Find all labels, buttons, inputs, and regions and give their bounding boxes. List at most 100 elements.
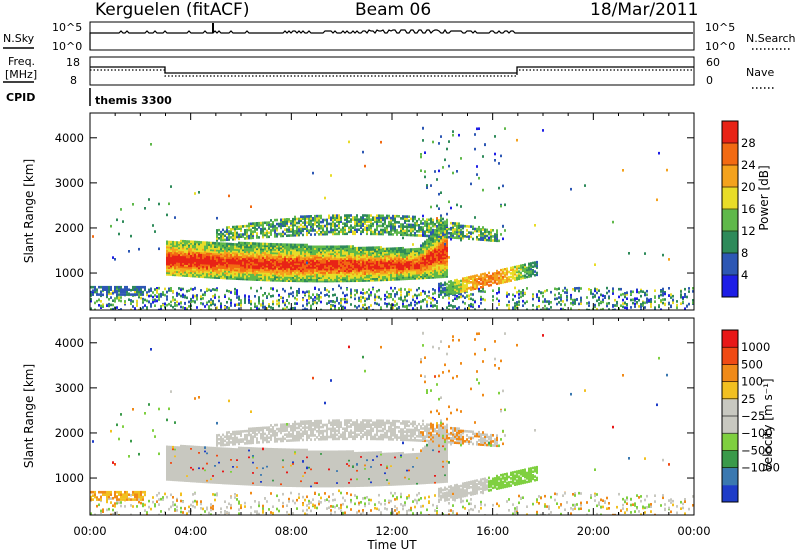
power-cell: [242, 277, 244, 281]
power-cell: [238, 235, 240, 239]
power-cell: [414, 234, 416, 237]
power-cell: [354, 246, 356, 250]
power-cell: [230, 232, 232, 235]
power-cell: [374, 293, 376, 296]
power-cell: [338, 245, 340, 248]
power-cell: [186, 296, 188, 300]
power-cell: [220, 305, 222, 309]
power-cell: [138, 290, 140, 294]
power-cell: [226, 252, 228, 256]
power-cell: [420, 266, 422, 270]
power-cell: [268, 305, 270, 308]
power-cell: [312, 223, 314, 226]
power-cell: [264, 227, 266, 231]
power-cell: [390, 273, 392, 276]
power-cell: [330, 267, 332, 271]
power-cell: [230, 298, 232, 302]
power-cell: [190, 240, 192, 243]
power-cell: [314, 274, 316, 278]
power-cell: [444, 241, 446, 244]
power-cell: [304, 225, 306, 228]
power-cell: [372, 287, 374, 291]
power-cell: [372, 277, 374, 280]
power-cell: [306, 229, 308, 232]
power-cell: [394, 261, 396, 264]
power-cell: [350, 257, 352, 260]
power-cell: [236, 260, 238, 263]
power-cell: [386, 256, 388, 259]
power-cell: [382, 275, 384, 278]
power-cell: [430, 276, 432, 279]
power-cell: [178, 243, 180, 246]
power-cell: [382, 228, 384, 232]
power-cell: [310, 225, 312, 228]
power-cell: [434, 238, 436, 241]
power-cell: [348, 226, 350, 229]
power-cell: [240, 250, 242, 253]
power-cell: [364, 246, 366, 250]
power-cell: [170, 247, 172, 251]
power-cell: [236, 225, 238, 229]
power-cell: [298, 257, 300, 260]
power-cell: [306, 250, 308, 254]
power-cell: [186, 255, 188, 259]
power-cell: [294, 272, 296, 276]
power-cell: [362, 253, 364, 257]
power-cell: [250, 230, 252, 234]
power-cell: [236, 248, 238, 251]
power-cell: [226, 268, 228, 271]
power-cell: [172, 249, 174, 253]
power-cell: [364, 265, 366, 269]
power-cell: [254, 264, 256, 268]
power-cell: [360, 275, 362, 279]
power-cell: [196, 294, 198, 297]
power-cell: [408, 275, 410, 279]
power-cell: [318, 216, 320, 220]
power-cell: [364, 303, 366, 306]
power-cell: [392, 218, 394, 222]
power-cell: [106, 295, 108, 299]
power-cell: [276, 273, 278, 277]
power-cell: [442, 233, 444, 237]
power-cell: [330, 222, 332, 226]
power-cell: [328, 269, 330, 273]
power-cell: [216, 231, 218, 234]
power-cell: [430, 267, 432, 271]
power-cell: [378, 259, 380, 263]
power-cell: [250, 252, 252, 255]
power-cell: [308, 245, 310, 249]
power-cell: [242, 245, 244, 248]
power-cell: [94, 301, 96, 305]
power-cell: [184, 262, 186, 265]
power-cell: [406, 227, 408, 231]
power-cell: [306, 227, 308, 230]
power-cell: [332, 252, 334, 255]
power-cell: [308, 301, 310, 305]
power-cell: [176, 256, 178, 260]
power-cell: [354, 267, 356, 271]
power-cell: [420, 275, 422, 278]
power-cell: [384, 249, 386, 252]
power-cell: [274, 275, 276, 279]
power-cell: [470, 302, 472, 306]
power-cell: [444, 220, 446, 224]
power-cell: [186, 245, 188, 248]
power-cell: [208, 265, 210, 269]
power-cell: [350, 290, 352, 294]
power-cell: [192, 264, 194, 268]
power-cell: [286, 251, 288, 255]
power-cell: [340, 230, 342, 234]
power-cell: [198, 268, 200, 271]
power-cell: [294, 252, 296, 255]
power-cell: [216, 306, 218, 309]
power-cell: [372, 268, 374, 272]
power-cell: [252, 276, 254, 280]
power-cell: [178, 255, 180, 258]
power-cell: [182, 306, 184, 309]
power-cell: [388, 276, 390, 280]
power-cell: [380, 259, 382, 263]
power-cell: [250, 269, 252, 273]
power-cell: [232, 254, 234, 258]
power-cell: [212, 248, 214, 252]
power-cell: [192, 273, 194, 276]
